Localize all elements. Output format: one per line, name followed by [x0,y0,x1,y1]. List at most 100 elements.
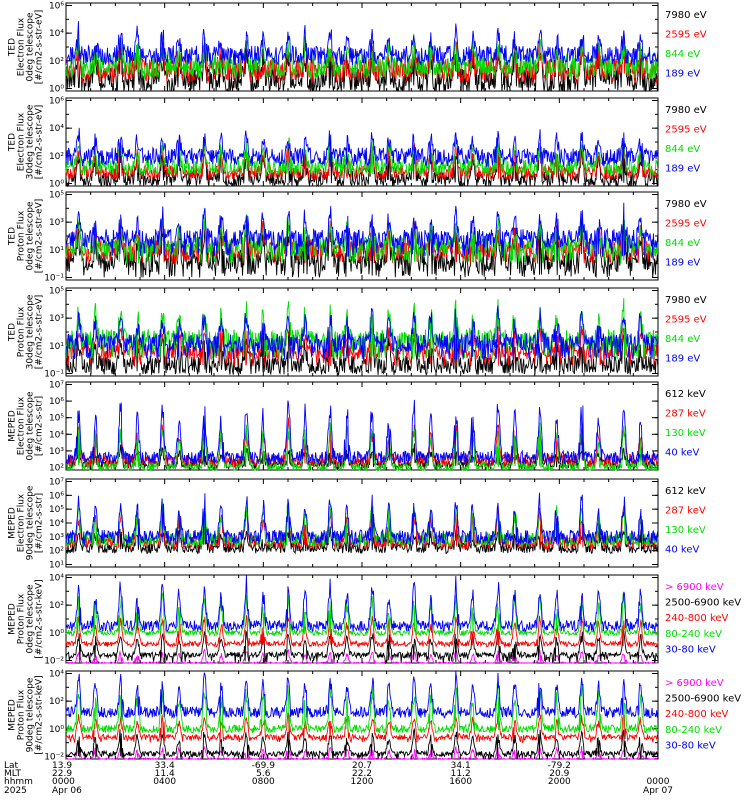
legend-entry: 612 keV [665,389,706,400]
y-tick-label: 10⁵ [49,505,64,515]
legend-entry: 80-240 keV [665,725,722,736]
legend-entry: 30-80 keV [665,644,716,655]
y-tick-label: 10⁶ [49,96,64,106]
y-axis-title-line: Electron Flux [17,112,27,171]
y-axis-title-line: [#/cm2-s-str] [35,493,45,553]
y-tick-label: 10² [49,152,64,162]
y-axis-title-line: MEPED [8,410,18,442]
y-tick-label: 10⁻¹ [44,274,64,284]
y-axis-title-7: MEPEDProton Flux90deg telescope[#/cm2-s-… [8,675,45,754]
legend-entry: 189 eV [665,69,700,80]
x-column-value: -79.2 [548,761,571,771]
y-axis-title-4: MEPEDElectron Flux0deg telescope[#/cm2-s… [8,391,45,461]
legend-entry: 844 eV [665,144,700,155]
legend-entry: 2595 eV [665,125,707,136]
y-tick-label: 10¹ [49,246,64,256]
series-trace-7-4 [65,671,659,720]
series-trace-6-4 [65,575,659,633]
legend-entry: 844 eV [665,334,700,345]
y-tick-label: 10⁰ [49,85,64,95]
y-tick-label: 10¹ [49,561,64,571]
legend-entry: 2595 eV [665,315,707,326]
y-tick-label: 10³ [49,218,64,228]
x-column-value: 1200 [351,777,374,787]
panel-frame-6 [65,574,659,664]
legend-entry: 189 eV [665,164,700,175]
y-tick-label: 10⁴ [49,669,64,679]
y-axis-title-line: [#/cm2-s-str] [35,396,45,456]
legend-entry: 2595 eV [665,30,707,41]
legend-entry: 80-240 keV [665,629,722,640]
y-axis-title-line: [#/cm2-s-str-eV] [35,199,45,274]
y-tick-label: 10³ [49,314,64,324]
y-tick-label: 10² [49,57,64,67]
y-axis-title-line: 0deg telescope [26,391,36,461]
y-tick-label: 10³ [49,533,64,543]
y-tick-label: 10⁻¹ [44,370,64,380]
legend-entry: 287 keV [665,506,706,517]
legend-entry: 7980 eV [665,10,707,21]
legend-entry: 40 keV [665,448,699,459]
x-column-value: 34.1 [451,761,471,771]
legend-entry: 189 eV [665,354,700,365]
y-axis-title-line: 0deg telescope [26,12,36,82]
x-column-value: 0400 [153,777,176,787]
x-column-value: 22.2 [352,769,372,779]
y-tick-label: 10⁷ [49,477,64,487]
y-axis-title-line: MEPED [8,507,18,539]
y-axis-title-0: TEDElectron Flux0deg telescope[#/cm2-s-s… [8,10,45,85]
y-axis-title-line: [#/cm2-s-str-eV] [35,295,45,370]
y-axis-title-line: Proton Flux [17,306,27,357]
y-tick-label: 10⁶ [49,491,64,501]
y-tick-label: 10² [49,547,64,557]
y-tick-label: 10² [49,464,64,474]
series-trace-4-3 [65,399,659,466]
y-axis-title-line: Electron Flux [17,17,27,76]
y-axis-title-1: TEDElectron Flux30deg telescope[#/cm2-s-… [8,104,45,179]
y-axis-title-line: Proton Flux [17,210,27,261]
y-axis-title-line: TED [8,133,18,152]
y-tick-label: 10² [49,697,64,707]
legend-entry: > 6900 keV [665,678,724,689]
series-trace-5-3 [65,492,659,547]
legend-entry: 287 keV [665,409,706,420]
legend-entry: 130 keV [665,428,706,439]
y-axis-title-line: MEPED [8,699,18,731]
y-tick-label: 10⁻² [44,657,64,667]
y-axis-title-line: [#/cm2-s-str-keV] [35,675,45,754]
x-row-label: MLT [4,769,22,779]
y-tick-label: 10⁴ [49,124,64,134]
y-tick-label: 10⁻² [44,753,64,763]
x-row-label: 2025 [4,786,27,796]
panel-frame-5 [65,478,659,568]
x-column-value: Apr 06 [52,786,82,796]
y-axis-title-2: TEDProton Flux0deg telescope[#/cm2-s-str… [8,199,45,274]
x-column-value: 0000 [52,777,75,787]
series-trace-7-2 [65,712,659,744]
y-axis-title-line: MEPED [8,603,18,635]
legend-entry: 240-800 keV [665,709,729,720]
x-column-value: 20.7 [352,761,372,771]
legend-entry: 612 keV [665,486,706,497]
x-column-value: 11.2 [451,769,471,779]
legend-entry: 2595 eV [665,219,707,230]
y-axis-title-line: 30deg telescope [26,104,36,179]
x-column-value: 13.9 [52,761,72,771]
y-tick-label: 10⁵ [49,414,64,424]
y-axis-title-line: Proton Flux [17,689,27,740]
legend-entry: 7980 eV [665,105,707,116]
series-trace-7-3 [65,683,659,735]
y-axis-title-6: MEPEDProton Flux0deg telescope[#/cm2-s-s… [8,579,45,658]
y-axis-title-line: [#/cm2-s-str-keV] [35,579,45,658]
y-tick-label: 10⁶ [49,397,64,407]
y-tick-label: 10⁰ [49,629,64,639]
x-column-value: 22.9 [52,769,72,779]
y-axis-title-line: [#/cm2-s-str-eV] [35,105,45,180]
legend-entry: 2500-6900 keV [665,694,741,705]
series-trace-6-2 [65,615,659,649]
legend-entry: 7980 eV [665,199,707,210]
y-axis-title-line: Proton Flux [17,593,27,644]
y-tick-label: 10¹ [49,342,64,352]
